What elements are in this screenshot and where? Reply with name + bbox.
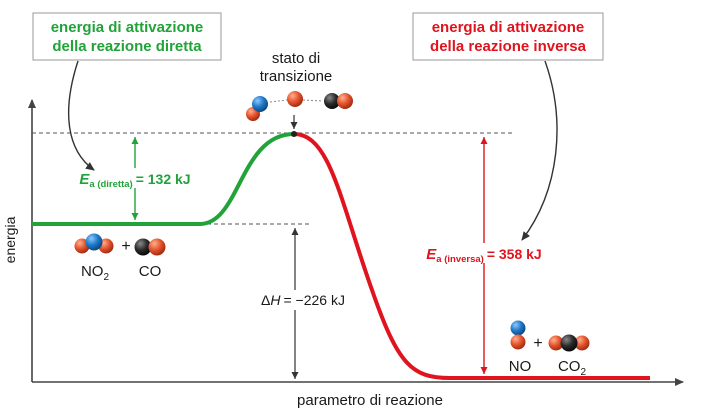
y-axis-label: energia (2, 216, 18, 263)
reactant-no2-label: NO2 (81, 263, 110, 283)
co-molecule (134, 238, 166, 256)
product-co2-label: CO2 (558, 358, 587, 378)
transition-state-line1: stato di (272, 50, 320, 67)
forward-callout-line2: della reazione diretta (52, 38, 202, 55)
no2-molecule (74, 233, 114, 254)
activated-complex-molecule (246, 91, 353, 121)
reverse-callout-line2: della reazione inversa (430, 38, 587, 55)
reverse-energy-curve (293, 132, 650, 380)
reverse-callout-line1: energia di attivazione (432, 19, 585, 36)
curved-arrow-icon (68, 60, 95, 171)
forward-callout-line1: energia di attivazione (51, 19, 204, 36)
co2-molecule (548, 334, 590, 352)
reactant-plus: + (121, 238, 130, 255)
product-no-label: NO (509, 358, 532, 375)
x-axis-label: parametro di reazione (297, 392, 443, 409)
delta-h-label: ΔH = −226 kJ (261, 292, 345, 308)
reverse-callout-box (412, 12, 604, 61)
transition-state-point (291, 131, 297, 137)
no-molecule (510, 320, 526, 350)
ea-reverse-label: Ea (inversa) = 358 kJ (426, 246, 541, 265)
forward-callout-box (32, 12, 222, 61)
product-plus: + (533, 335, 542, 352)
curved-arrow-icon (521, 60, 558, 241)
reactant-co-label: CO (139, 263, 162, 280)
forward-energy-curve (32, 132, 295, 226)
ea-forward-label: Ea (diretta) = 132 kJ (79, 171, 190, 190)
transition-state-line2: transizione (260, 68, 333, 85)
